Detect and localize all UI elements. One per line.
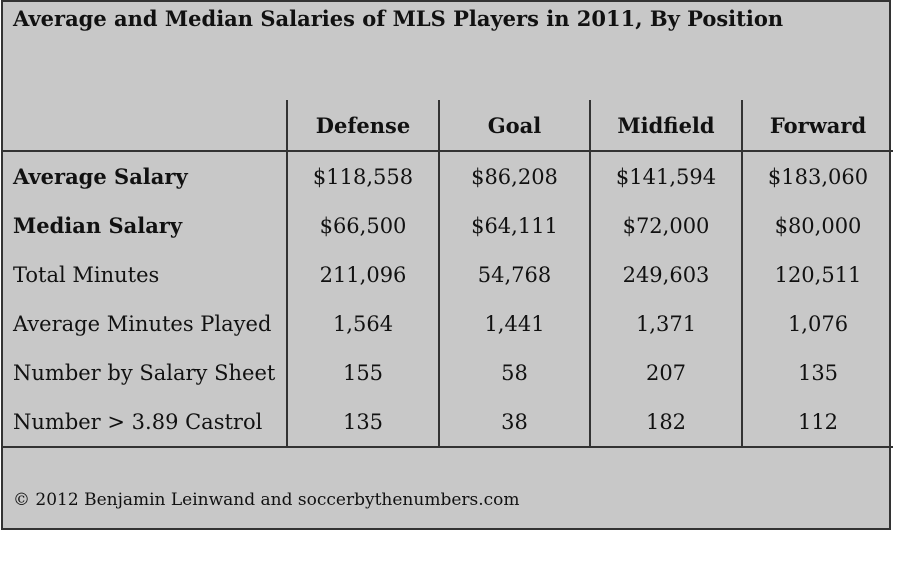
cell-castrol-defense: 135 (286, 397, 439, 448)
table-row: Median Salary $66,500 $64,111 $72,000 $8… (1, 201, 893, 250)
table-row: Average Minutes Played 1,564 1,441 1,371… (1, 299, 893, 348)
cell-total-minutes-goal: 54,768 (438, 250, 590, 299)
cell-median-salary-forward: $80,000 (741, 201, 893, 250)
table-row: Total Minutes 211,096 54,768 249,603 120… (1, 250, 893, 299)
cell-median-salary-midfield: $72,000 (589, 201, 742, 250)
cell-salary-sheet-midfield: 207 (589, 348, 742, 397)
cell-average-minutes-midfield: 1,371 (589, 299, 742, 348)
row-label-average-salary: Average Salary (13, 164, 188, 189)
row-label-total-minutes: Total Minutes (13, 262, 160, 287)
row-label-number-by-salary-sheet: Number by Salary Sheet (13, 360, 276, 385)
header-row: Defense Goal Midfield Forward (1, 100, 893, 152)
cell-total-minutes-defense: 211,096 (286, 250, 439, 299)
cell-average-salary-defense: $118,558 (286, 151, 439, 201)
cell-average-salary-midfield: $141,594 (589, 151, 742, 201)
cell-average-minutes-defense: 1,564 (286, 299, 439, 348)
table-row: Number > 3.89 Castrol 135 38 182 112 (1, 397, 893, 448)
cell-salary-sheet-defense: 155 (286, 348, 439, 397)
cell-average-salary-forward: $183,060 (741, 151, 893, 201)
cell-salary-sheet-forward: 135 (741, 348, 893, 397)
cell-average-salary-goal: $86,208 (438, 151, 590, 201)
salary-table: Defense Goal Midfield Forward Average Sa… (1, 100, 893, 448)
cell-average-minutes-goal: 1,441 (438, 299, 590, 348)
cell-castrol-midfield: 182 (589, 397, 742, 448)
table-row: Number by Salary Sheet 155 58 207 135 (1, 348, 893, 397)
table-title: Average and Median Salaries of MLS Playe… (13, 6, 784, 31)
corner-cell (1, 100, 287, 152)
row-label-number-castrol: Number > 3.89 Castrol (1, 397, 287, 448)
cell-average-minutes-forward: 1,076 (741, 299, 893, 348)
cell-median-salary-defense: $66,500 (286, 201, 439, 250)
cell-castrol-goal: 38 (438, 397, 590, 448)
column-header-defense: Defense (286, 100, 439, 152)
cell-castrol-forward: 112 (741, 397, 893, 448)
column-header-goal: Goal (438, 100, 590, 152)
column-header-midfield: Midfield (589, 100, 742, 152)
row-label-average-minutes-played: Average Minutes Played (13, 311, 272, 336)
cell-median-salary-goal: $64,111 (438, 201, 590, 250)
row-label-median-salary: Median Salary (13, 213, 183, 238)
cell-salary-sheet-goal: 58 (438, 348, 590, 397)
table-frame: Average and Median Salaries of MLS Playe… (1, 0, 893, 530)
table-row: Average Salary $118,558 $86,208 $141,594… (1, 151, 893, 201)
cell-total-minutes-forward: 120,511 (741, 250, 893, 299)
cell-total-minutes-midfield: 249,603 (589, 250, 742, 299)
column-header-forward: Forward (741, 100, 893, 152)
copyright-footer: © 2012 Benjamin Leinwand and soccerbythe… (13, 490, 520, 510)
